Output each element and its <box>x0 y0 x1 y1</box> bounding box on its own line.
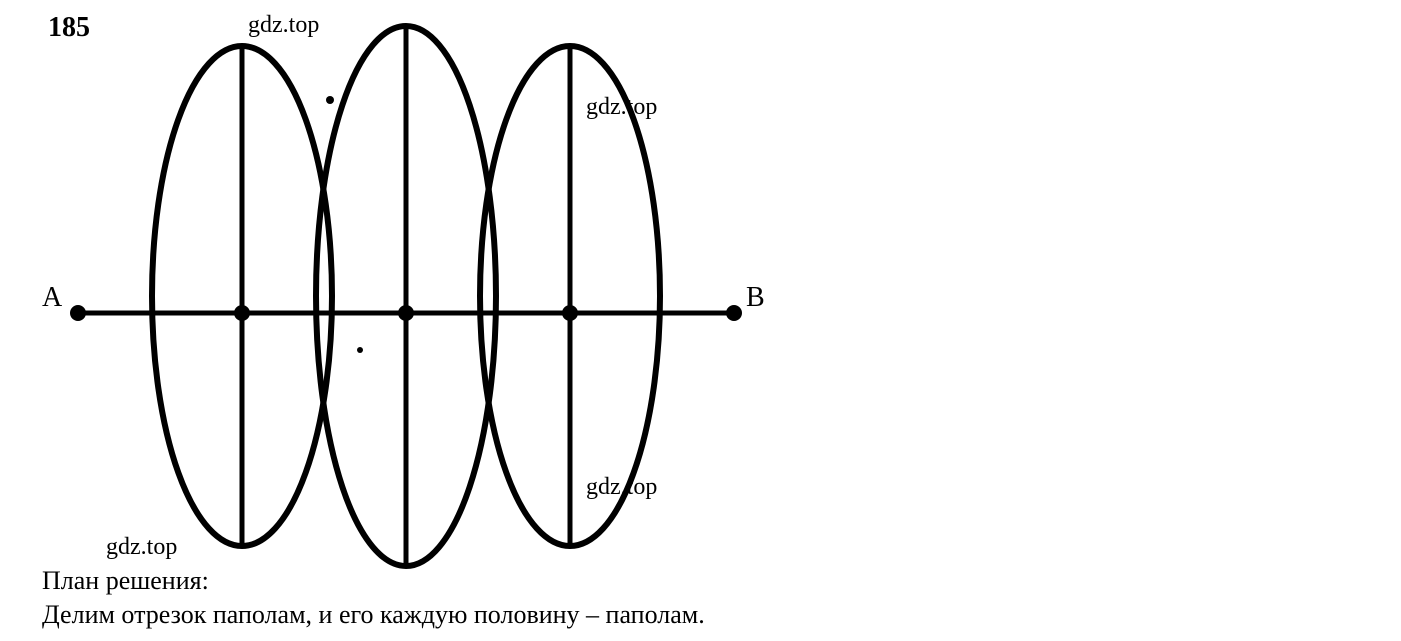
diagram <box>0 0 1401 641</box>
solution-line-1: Делим отрезок паполам, и его каждую поло… <box>42 600 705 630</box>
solution-heading: План решения: <box>42 566 209 596</box>
